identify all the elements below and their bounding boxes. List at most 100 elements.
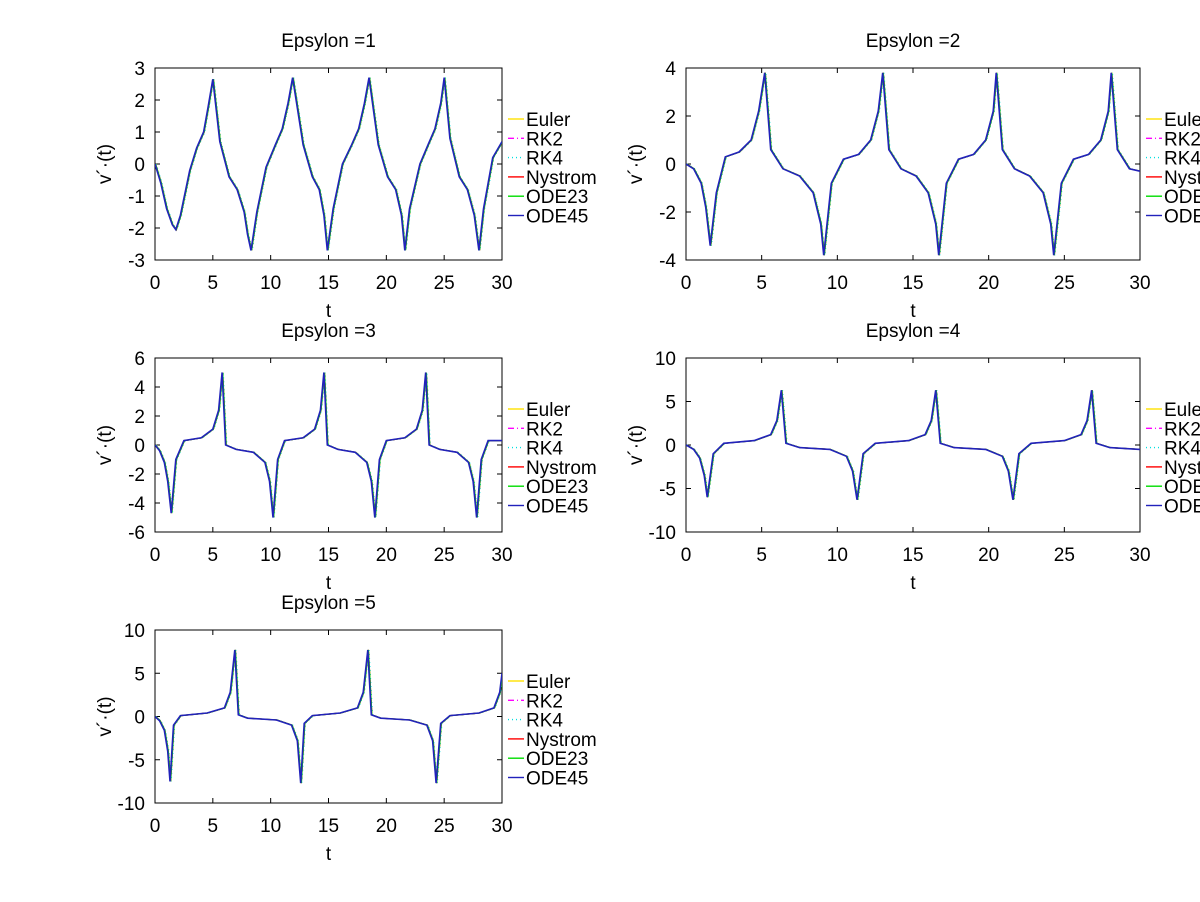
x-tick-label: 0 [681, 545, 692, 566]
x-tick-label: 0 [681, 273, 692, 294]
legend-label-rk2: RK2 [1164, 419, 1200, 440]
series-line-euler [155, 77, 502, 251]
x-axis-label: t [910, 573, 916, 594]
x-tick-label: 10 [260, 816, 281, 837]
y-axis-label: v´·(t) [95, 696, 116, 736]
legend-label-rk2: RK2 [526, 691, 563, 712]
legend-label-ode23: ODE23 [526, 187, 588, 208]
y-tick-label: -10 [118, 794, 145, 815]
series-line-rk2 [686, 390, 1140, 500]
series-line-ode45 [686, 390, 1140, 500]
x-tick-label: 0 [150, 816, 161, 837]
y-tick-label: -2 [659, 203, 676, 224]
x-tick-label: 20 [978, 273, 999, 294]
legend-label-rk2: RK2 [526, 129, 563, 150]
y-tick-label: 0 [665, 436, 676, 457]
y-tick-label: 4 [665, 59, 676, 80]
series-line-rk4 [155, 649, 502, 784]
x-tick-label: 5 [208, 273, 219, 294]
y-tick-label: 4 [134, 378, 145, 399]
x-tick-label: 15 [318, 545, 339, 566]
subplot-title: Epsylon =5 [281, 593, 376, 614]
x-tick-label: 5 [756, 545, 767, 566]
legend-label-rk2: RK2 [1164, 129, 1200, 150]
legend-label-ode45: ODE45 [1164, 497, 1200, 518]
y-tick-label: 2 [134, 91, 145, 112]
series-lines [155, 77, 502, 251]
y-tick-label: -2 [128, 465, 145, 486]
y-tick-label: 0 [134, 155, 145, 176]
subplot-4: 0 5 10 15 20 25 30 -10 -5 0 5 10 Epsylon =4 t v´·(t) Eu… [626, 321, 1200, 594]
legend-label-rk4: RK4 [526, 149, 563, 170]
legend-label-nystrom: Nystrom [1164, 458, 1200, 479]
series-line-nystrom [686, 390, 1140, 500]
x-tick-label: 20 [376, 816, 397, 837]
legend-label-nystrom: Nystrom [1164, 168, 1200, 189]
x-tick-label: 20 [376, 273, 397, 294]
series-lines [686, 390, 1140, 500]
x-tick-label: 5 [208, 545, 219, 566]
series-lines [155, 649, 502, 784]
y-tick-label: -5 [659, 480, 676, 501]
y-tick-label: 5 [134, 664, 145, 685]
y-tick-label: -10 [649, 523, 676, 544]
legend-label-ode45: ODE45 [526, 769, 588, 790]
series-line-ode45 [686, 72, 1140, 256]
y-tick-label: 0 [134, 436, 145, 457]
legend-label-nystrom: Nystrom [526, 458, 597, 479]
legend-label-euler: Euler [1164, 110, 1200, 131]
legend-label-rk4: RK4 [1164, 149, 1200, 170]
x-tick-label: 0 [150, 545, 161, 566]
legend-label-ode23: ODE23 [1164, 477, 1200, 498]
x-tick-label: 15 [902, 545, 923, 566]
x-tick-label: 25 [434, 273, 455, 294]
subplot-title: Epsylon =1 [281, 31, 376, 52]
x-tick-label: 15 [902, 273, 923, 294]
legend-label-rk4: RK4 [526, 711, 563, 732]
legend-label-ode23: ODE23 [1164, 187, 1200, 208]
x-tick-label: 30 [491, 816, 512, 837]
subplot-title: Epsylon =4 [866, 321, 961, 342]
subplot-title: Epsylon =3 [281, 321, 376, 342]
x-tick-label: 0 [150, 273, 161, 294]
y-tick-label: 6 [134, 349, 145, 370]
x-axis-label: t [326, 301, 332, 322]
legend-label-euler: Euler [526, 672, 571, 693]
y-tick-label: -1 [128, 187, 145, 208]
series-line-ode23 [686, 390, 1140, 500]
y-axis-label: v´·(t) [626, 425, 647, 465]
x-tick-label: 15 [318, 273, 339, 294]
legend-label-ode45: ODE45 [526, 207, 588, 228]
y-tick-label: -3 [128, 251, 145, 272]
series-line-rk4 [686, 390, 1140, 500]
x-tick-label: 25 [434, 545, 455, 566]
x-axis-label: t [910, 301, 916, 322]
y-tick-label: 1 [134, 123, 145, 144]
series-lines [686, 72, 1140, 256]
subplot-2: 0 5 10 15 20 25 30 -4 -2 0 2 4 Epsylon =2 t v´·(t) Eule… [626, 31, 1200, 322]
y-axis-label: v´·(t) [626, 144, 647, 184]
series-line-ode45 [155, 77, 502, 251]
y-tick-label: 10 [124, 621, 145, 642]
y-tick-label: -4 [659, 251, 676, 272]
x-tick-label: 30 [1129, 273, 1150, 294]
y-tick-label: -2 [128, 219, 145, 240]
x-axis-label: t [326, 844, 332, 865]
x-tick-label: 10 [827, 545, 848, 566]
x-tick-label: 25 [434, 816, 455, 837]
axes-box [154, 67, 503, 261]
subplot-1: 0 5 10 15 20 25 30 -3 -2 -1 0 1 2 3 Epsylon =1 t v´·(t) E… [95, 31, 597, 322]
y-tick-label: -4 [128, 494, 145, 515]
x-tick-label: 20 [376, 545, 397, 566]
x-tick-label: 20 [978, 545, 999, 566]
x-tick-label: 30 [491, 273, 512, 294]
series-lines [155, 372, 502, 518]
series-line-euler [155, 649, 502, 784]
legend-label-ode23: ODE23 [526, 477, 588, 498]
axes-box [685, 357, 1141, 533]
x-tick-label: 10 [260, 545, 281, 566]
y-tick-label: 2 [665, 107, 676, 128]
